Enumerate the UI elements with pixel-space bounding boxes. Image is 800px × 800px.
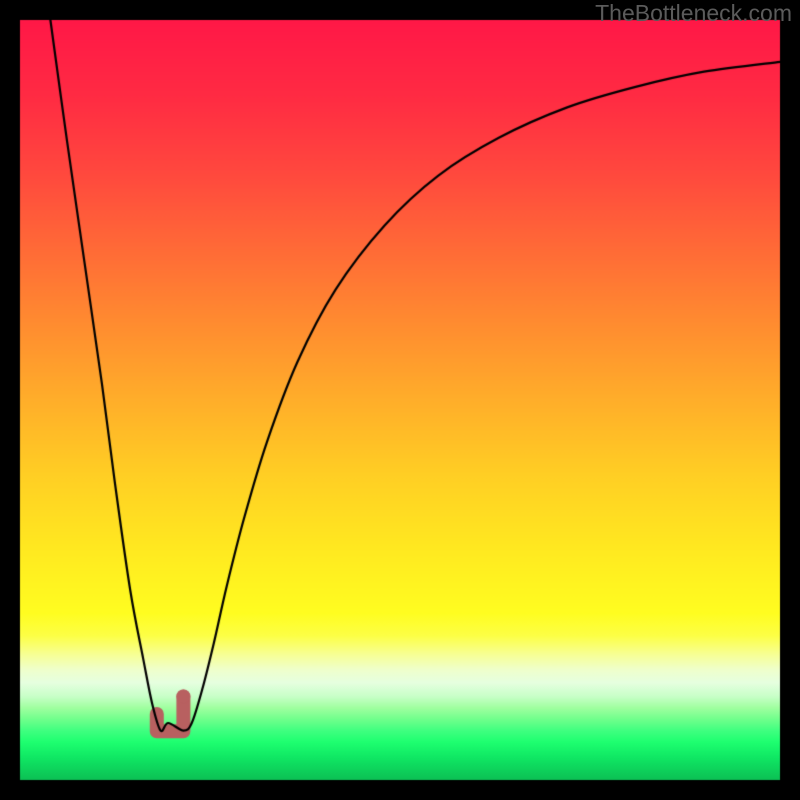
- watermark-text: TheBottleneck.com: [595, 0, 792, 27]
- chart-frame: TheBottleneck.com: [0, 0, 800, 800]
- chart-canvas: [0, 0, 800, 800]
